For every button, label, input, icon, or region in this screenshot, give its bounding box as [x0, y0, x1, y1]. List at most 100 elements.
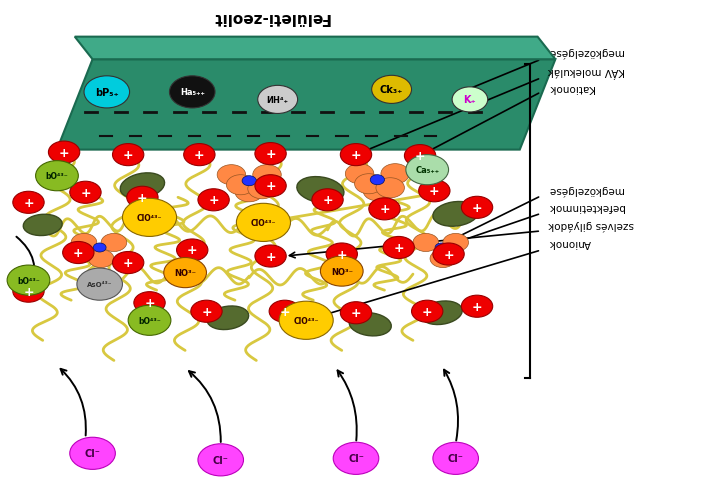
Circle shape: [320, 257, 363, 287]
Circle shape: [36, 161, 78, 191]
Text: Ck₃₊: Ck₃₊: [380, 85, 403, 95]
Text: +: +: [422, 305, 432, 318]
Ellipse shape: [433, 202, 478, 227]
Circle shape: [177, 239, 208, 262]
Ellipse shape: [297, 177, 344, 203]
Circle shape: [452, 88, 488, 113]
Circle shape: [198, 444, 244, 476]
Ellipse shape: [207, 306, 248, 330]
Text: +: +: [137, 191, 147, 204]
Circle shape: [70, 182, 101, 204]
Circle shape: [433, 442, 478, 474]
Text: NO³⁻: NO³⁻: [331, 267, 352, 276]
Text: megközelgése: megközelgése: [548, 48, 623, 58]
Text: +: +: [209, 194, 219, 207]
Circle shape: [248, 179, 276, 199]
Text: Cl⁻: Cl⁻: [448, 453, 464, 463]
Text: Kationok: Kationok: [548, 83, 594, 93]
Text: bO⁴³⁻: bO⁴³⁻: [138, 316, 161, 325]
Circle shape: [340, 302, 372, 324]
Text: +: +: [280, 305, 290, 318]
Circle shape: [269, 301, 300, 323]
Text: Cl⁻: Cl⁻: [85, 448, 100, 458]
Text: +: +: [23, 196, 33, 209]
Circle shape: [93, 243, 106, 253]
Text: +: +: [123, 257, 133, 270]
Text: +: +: [472, 201, 482, 214]
Text: ИH⁴₊: ИH⁴₊: [267, 96, 288, 105]
Circle shape: [112, 144, 144, 166]
Text: megközelgése: megközelgése: [548, 184, 623, 194]
Circle shape: [412, 301, 443, 323]
Text: Cl⁻: Cl⁻: [348, 453, 364, 463]
Circle shape: [84, 77, 130, 109]
Text: +: +: [394, 241, 404, 255]
Circle shape: [236, 204, 290, 242]
Circle shape: [13, 192, 44, 214]
Text: +: +: [351, 307, 361, 320]
Circle shape: [345, 164, 374, 184]
Text: +: +: [73, 246, 83, 260]
Circle shape: [413, 234, 439, 252]
Text: +: +: [444, 248, 454, 261]
Circle shape: [217, 165, 246, 185]
Circle shape: [255, 175, 286, 197]
Text: +: +: [337, 248, 347, 261]
Text: NO³⁻: NO³⁻: [174, 269, 196, 278]
Circle shape: [122, 199, 177, 237]
Text: Cl⁻: Cl⁻: [213, 455, 229, 465]
Circle shape: [184, 144, 215, 166]
Text: +: +: [80, 186, 90, 199]
Circle shape: [88, 250, 114, 268]
Circle shape: [77, 269, 122, 301]
Circle shape: [242, 176, 256, 186]
Text: +: +: [415, 150, 425, 163]
Text: +: +: [23, 285, 33, 298]
Text: +: +: [59, 146, 69, 159]
Text: bO⁴³⁻: bO⁴³⁻: [17, 276, 40, 285]
Circle shape: [70, 437, 115, 469]
Circle shape: [443, 234, 468, 252]
Text: +: +: [194, 149, 204, 162]
Text: +: +: [379, 203, 389, 216]
Circle shape: [7, 266, 50, 296]
Circle shape: [127, 187, 158, 209]
Circle shape: [406, 155, 449, 185]
Ellipse shape: [120, 173, 164, 199]
Text: Ha₅₊₊: Ha₅₊₊: [180, 88, 204, 97]
Text: befektetinmok: befektetinmok: [548, 202, 624, 212]
Text: +: +: [429, 185, 439, 198]
Circle shape: [461, 197, 493, 219]
Text: ClO⁴³⁻: ClO⁴³⁻: [251, 218, 276, 227]
Text: bO⁴³⁻: bO⁴³⁻: [46, 172, 68, 181]
Circle shape: [101, 234, 127, 252]
Circle shape: [435, 243, 448, 253]
Circle shape: [134, 292, 165, 314]
Text: Felületi-zeolit: Felületi-zeolit: [211, 10, 330, 25]
Text: +: +: [351, 149, 361, 162]
Text: Ca₅₊₊: Ca₅₊₊: [415, 166, 439, 175]
Circle shape: [191, 301, 222, 323]
Circle shape: [383, 237, 414, 259]
Circle shape: [404, 145, 436, 167]
Circle shape: [253, 165, 281, 185]
Circle shape: [430, 250, 456, 268]
Text: +: +: [123, 149, 133, 162]
Text: bP₅₊: bP₅₊: [95, 88, 119, 98]
Circle shape: [255, 245, 286, 268]
Circle shape: [312, 189, 343, 211]
Circle shape: [381, 164, 409, 184]
Text: Anionok: Anionok: [548, 238, 590, 248]
Circle shape: [13, 281, 44, 303]
Text: ClO⁴³⁻: ClO⁴³⁻: [293, 316, 319, 325]
Text: +: +: [472, 300, 482, 313]
Circle shape: [363, 181, 392, 201]
Circle shape: [433, 243, 464, 266]
Circle shape: [333, 442, 379, 474]
Circle shape: [226, 175, 255, 195]
Circle shape: [258, 86, 298, 114]
Text: szelvés gilyádok: szelvés gilyádok: [548, 219, 634, 229]
Text: K₊: K₊: [464, 95, 476, 105]
Circle shape: [164, 258, 206, 288]
Circle shape: [48, 142, 80, 164]
